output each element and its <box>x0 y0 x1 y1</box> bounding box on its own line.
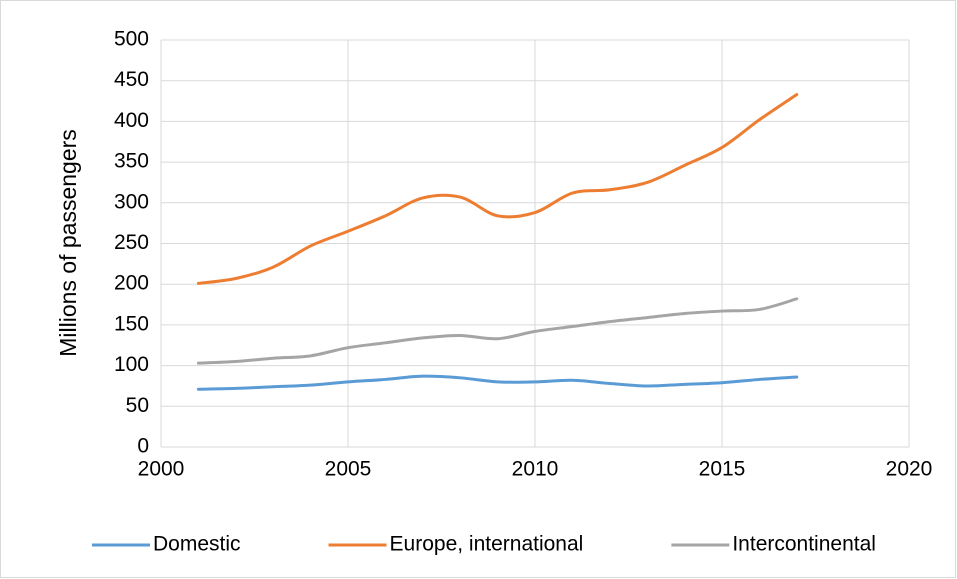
legend-label: Europe, international <box>390 533 584 556</box>
x-tick-label: 2000 <box>138 458 185 481</box>
y-tick-label: 250 <box>114 231 149 254</box>
y-tick-label: 200 <box>114 272 149 295</box>
y-tick-label: 50 <box>126 394 149 417</box>
data-line <box>196 93 799 285</box>
y-tick-label: 350 <box>114 150 149 173</box>
y-tick-label: 0 <box>137 435 149 458</box>
x-tick-label: 2020 <box>886 458 933 481</box>
data-line <box>196 297 799 365</box>
y-tick-label: 300 <box>114 190 149 213</box>
x-tick-label: 2010 <box>512 458 559 481</box>
y-tick-label: 100 <box>114 353 149 376</box>
data-line <box>196 374 799 391</box>
x-tick-label: 2005 <box>325 458 372 481</box>
y-axis-label: Millions of passengers <box>55 129 81 357</box>
y-tick-label: 400 <box>114 109 149 132</box>
y-tick-label: 500 <box>114 28 149 51</box>
y-tick-label: 450 <box>114 68 149 91</box>
legend-label: Domestic <box>153 533 241 556</box>
x-tick-label: 2015 <box>699 458 746 481</box>
y-tick-label: 150 <box>114 312 149 335</box>
legend-label: Intercontinental <box>732 533 876 556</box>
